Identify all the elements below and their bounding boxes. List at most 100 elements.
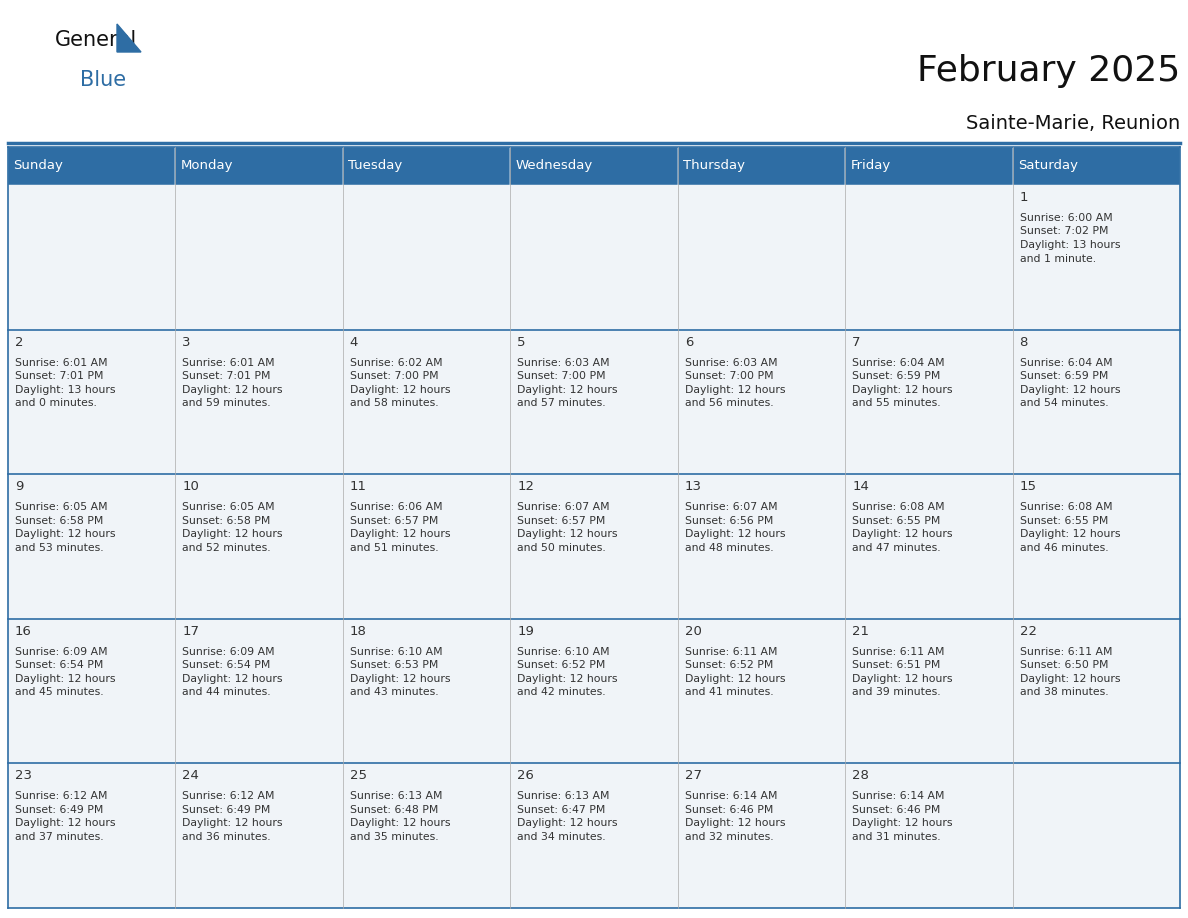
Text: Sunrise: 6:05 AM: Sunrise: 6:05 AM bbox=[183, 502, 276, 512]
Text: Sunrise: 6:11 AM: Sunrise: 6:11 AM bbox=[684, 647, 777, 656]
Text: 23: 23 bbox=[15, 769, 32, 782]
Text: Daylight: 12 hours: Daylight: 12 hours bbox=[684, 385, 785, 395]
Bar bbox=[8, 619, 176, 764]
Text: Sunrise: 6:14 AM: Sunrise: 6:14 AM bbox=[852, 791, 944, 801]
Bar bbox=[343, 764, 511, 908]
Text: Sunset: 6:46 PM: Sunset: 6:46 PM bbox=[684, 805, 773, 815]
Text: Sunset: 7:01 PM: Sunset: 7:01 PM bbox=[15, 371, 103, 381]
Text: Sunrise: 6:04 AM: Sunrise: 6:04 AM bbox=[852, 358, 944, 367]
Bar bbox=[511, 330, 677, 475]
Bar bbox=[677, 619, 845, 764]
Text: Saturday: Saturday bbox=[1018, 160, 1078, 173]
Text: Sunset: 6:58 PM: Sunset: 6:58 PM bbox=[183, 516, 271, 526]
Text: Sunrise: 6:10 AM: Sunrise: 6:10 AM bbox=[517, 647, 609, 656]
Text: Thursday: Thursday bbox=[683, 160, 745, 173]
Bar bbox=[343, 330, 511, 475]
Text: Sunset: 6:50 PM: Sunset: 6:50 PM bbox=[1019, 660, 1108, 670]
Text: and 54 minutes.: and 54 minutes. bbox=[1019, 398, 1108, 409]
Bar bbox=[176, 147, 343, 185]
Text: 12: 12 bbox=[517, 480, 535, 493]
Text: Daylight: 13 hours: Daylight: 13 hours bbox=[15, 385, 115, 395]
Text: Sunrise: 6:02 AM: Sunrise: 6:02 AM bbox=[349, 358, 442, 367]
Text: 6: 6 bbox=[684, 336, 693, 349]
Bar bbox=[677, 330, 845, 475]
Text: Sunrise: 6:13 AM: Sunrise: 6:13 AM bbox=[349, 791, 442, 801]
Text: Sunset: 6:57 PM: Sunset: 6:57 PM bbox=[517, 516, 606, 526]
Bar bbox=[845, 619, 1012, 764]
Text: 14: 14 bbox=[852, 480, 868, 493]
Text: 20: 20 bbox=[684, 625, 702, 638]
Text: Sunset: 6:46 PM: Sunset: 6:46 PM bbox=[852, 805, 941, 815]
Text: and 50 minutes.: and 50 minutes. bbox=[517, 543, 606, 553]
Bar bbox=[677, 764, 845, 908]
Bar bbox=[1012, 475, 1180, 619]
Text: and 45 minutes.: and 45 minutes. bbox=[15, 688, 103, 698]
Text: 25: 25 bbox=[349, 769, 367, 782]
Bar bbox=[176, 764, 343, 908]
Text: and 55 minutes.: and 55 minutes. bbox=[852, 398, 941, 409]
Text: and 59 minutes.: and 59 minutes. bbox=[183, 398, 271, 409]
Bar bbox=[8, 147, 176, 185]
Text: and 52 minutes.: and 52 minutes. bbox=[183, 543, 271, 553]
Text: Sunday: Sunday bbox=[13, 160, 63, 173]
Text: Friday: Friday bbox=[851, 160, 891, 173]
Text: and 47 minutes.: and 47 minutes. bbox=[852, 543, 941, 553]
Text: and 58 minutes.: and 58 minutes. bbox=[349, 398, 438, 409]
Text: Sunset: 7:00 PM: Sunset: 7:00 PM bbox=[517, 371, 606, 381]
Bar bbox=[677, 147, 845, 185]
Text: Sunset: 6:47 PM: Sunset: 6:47 PM bbox=[517, 805, 606, 815]
Text: Daylight: 12 hours: Daylight: 12 hours bbox=[517, 529, 618, 539]
Text: Daylight: 12 hours: Daylight: 12 hours bbox=[349, 819, 450, 828]
Text: and 44 minutes.: and 44 minutes. bbox=[183, 688, 271, 698]
Text: and 43 minutes.: and 43 minutes. bbox=[349, 688, 438, 698]
Bar bbox=[176, 619, 343, 764]
Bar bbox=[845, 330, 1012, 475]
Text: 24: 24 bbox=[183, 769, 200, 782]
Text: Daylight: 12 hours: Daylight: 12 hours bbox=[852, 819, 953, 828]
Text: Sunset: 7:02 PM: Sunset: 7:02 PM bbox=[1019, 227, 1108, 237]
Text: Sunrise: 6:11 AM: Sunrise: 6:11 AM bbox=[852, 647, 944, 656]
Bar bbox=[1012, 619, 1180, 764]
Text: Sunrise: 6:08 AM: Sunrise: 6:08 AM bbox=[1019, 502, 1112, 512]
Text: and 1 minute.: and 1 minute. bbox=[1019, 253, 1095, 263]
Text: Daylight: 12 hours: Daylight: 12 hours bbox=[349, 385, 450, 395]
Bar bbox=[8, 330, 176, 475]
Text: 27: 27 bbox=[684, 769, 702, 782]
Text: Wednesday: Wednesday bbox=[516, 160, 593, 173]
Text: and 36 minutes.: and 36 minutes. bbox=[183, 832, 271, 842]
Bar bbox=[176, 185, 343, 330]
Text: Sunset: 6:49 PM: Sunset: 6:49 PM bbox=[183, 805, 271, 815]
Text: Sunset: 6:51 PM: Sunset: 6:51 PM bbox=[852, 660, 941, 670]
Text: Sunrise: 6:07 AM: Sunrise: 6:07 AM bbox=[517, 502, 609, 512]
Text: 28: 28 bbox=[852, 769, 868, 782]
Bar bbox=[1012, 185, 1180, 330]
Bar bbox=[845, 147, 1012, 185]
Text: Sunrise: 6:05 AM: Sunrise: 6:05 AM bbox=[15, 502, 108, 512]
Bar bbox=[845, 475, 1012, 619]
Text: and 0 minutes.: and 0 minutes. bbox=[15, 398, 97, 409]
Text: Sunset: 6:54 PM: Sunset: 6:54 PM bbox=[183, 660, 271, 670]
Bar bbox=[176, 330, 343, 475]
Text: February 2025: February 2025 bbox=[917, 54, 1180, 88]
Text: Daylight: 12 hours: Daylight: 12 hours bbox=[349, 529, 450, 539]
Text: Daylight: 12 hours: Daylight: 12 hours bbox=[1019, 674, 1120, 684]
Bar bbox=[343, 475, 511, 619]
Text: Sunset: 6:53 PM: Sunset: 6:53 PM bbox=[349, 660, 438, 670]
Text: Sunset: 6:49 PM: Sunset: 6:49 PM bbox=[15, 805, 103, 815]
Text: and 39 minutes.: and 39 minutes. bbox=[852, 688, 941, 698]
Bar bbox=[8, 475, 176, 619]
Text: Daylight: 12 hours: Daylight: 12 hours bbox=[15, 674, 115, 684]
Text: 8: 8 bbox=[1019, 336, 1028, 349]
Text: Sunrise: 6:14 AM: Sunrise: 6:14 AM bbox=[684, 791, 777, 801]
Text: and 34 minutes.: and 34 minutes. bbox=[517, 832, 606, 842]
Text: Daylight: 12 hours: Daylight: 12 hours bbox=[517, 385, 618, 395]
Text: and 46 minutes.: and 46 minutes. bbox=[1019, 543, 1108, 553]
Text: Daylight: 12 hours: Daylight: 12 hours bbox=[183, 674, 283, 684]
Text: General: General bbox=[55, 30, 138, 50]
Polygon shape bbox=[116, 24, 141, 52]
Bar bbox=[1012, 764, 1180, 908]
Text: and 35 minutes.: and 35 minutes. bbox=[349, 832, 438, 842]
Text: Sunrise: 6:12 AM: Sunrise: 6:12 AM bbox=[183, 791, 274, 801]
Bar bbox=[845, 185, 1012, 330]
Text: 26: 26 bbox=[517, 769, 535, 782]
